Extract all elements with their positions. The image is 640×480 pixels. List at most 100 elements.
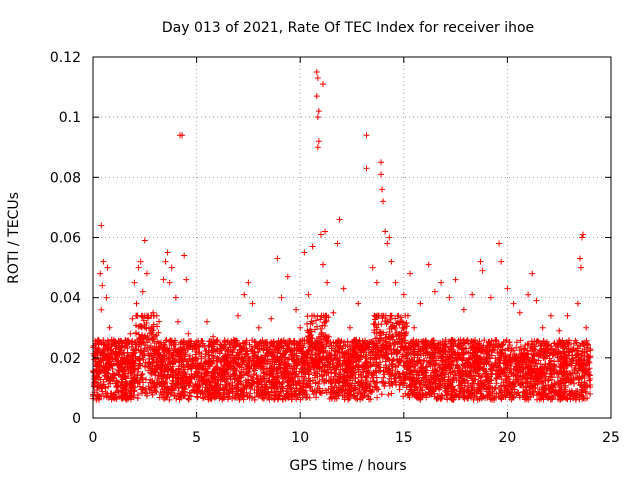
data-point: [587, 390, 594, 397]
data-point: [502, 364, 509, 371]
data-point: [384, 240, 391, 247]
data-point: [538, 349, 545, 356]
data-point: [386, 234, 393, 241]
data-point: [99, 351, 106, 358]
data-point: [194, 360, 201, 367]
data-point: [558, 364, 565, 371]
data-point: [229, 385, 236, 392]
data-point: [509, 393, 516, 400]
data-point: [364, 392, 371, 399]
data-point: [453, 361, 460, 368]
data-point: [567, 378, 574, 385]
data-point: [220, 386, 227, 393]
data-point: [382, 228, 389, 235]
data-point: [380, 368, 387, 375]
data-point: [316, 335, 323, 342]
data-point: [581, 357, 588, 364]
data-point: [163, 349, 170, 356]
data-point: [489, 389, 496, 396]
data-point: [257, 375, 264, 382]
data-point: [363, 358, 370, 365]
data-point: [252, 339, 259, 346]
data-point: [162, 258, 169, 265]
data-point: [335, 378, 342, 385]
data-point: [522, 342, 529, 349]
data-point: [414, 375, 421, 382]
data-point: [201, 360, 208, 367]
data-point: [336, 216, 343, 223]
data-point: [336, 372, 343, 379]
data-point: [344, 338, 351, 345]
data-point: [404, 352, 411, 359]
data-point: [248, 347, 255, 354]
data-point: [306, 394, 313, 401]
data-point: [143, 325, 150, 332]
data-point: [525, 396, 532, 403]
data-point: [318, 356, 325, 363]
data-point: [215, 355, 222, 362]
data-point: [255, 348, 262, 355]
data-point: [206, 351, 213, 358]
data-point: [96, 339, 103, 346]
data-point: [250, 371, 257, 378]
data-point: [151, 367, 158, 374]
data-point: [279, 375, 286, 382]
data-point: [586, 365, 593, 372]
data-point: [249, 374, 256, 381]
data-point: [396, 374, 403, 381]
data-point: [97, 270, 104, 277]
data-point: [564, 357, 571, 364]
data-point: [372, 368, 379, 375]
data-point: [212, 348, 219, 355]
data-point: [322, 362, 329, 369]
data-point: [562, 382, 569, 389]
data-point: [184, 358, 191, 365]
data-point: [330, 309, 337, 316]
data-point: [497, 344, 504, 351]
data-point: [280, 351, 287, 358]
data-point: [166, 279, 173, 286]
data-point: [388, 258, 395, 265]
data-point: [544, 338, 551, 345]
data-point: [380, 337, 387, 344]
data-point: [395, 370, 402, 377]
data-point: [510, 380, 517, 387]
data-point: [524, 347, 531, 354]
data-point: [403, 323, 410, 330]
data-point: [441, 361, 448, 368]
data-point: [160, 356, 167, 363]
data-point: [388, 334, 395, 341]
data-point: [279, 350, 286, 357]
data-point: [539, 379, 546, 386]
data-point: [290, 352, 297, 359]
data-point: [457, 390, 464, 397]
data-point: [407, 381, 414, 388]
data-point: [392, 279, 399, 286]
data-point: [519, 392, 526, 399]
data-point: [355, 300, 362, 307]
data-point: [247, 382, 254, 389]
data-point: [421, 375, 428, 382]
data-point: [557, 386, 564, 393]
data-point: [274, 378, 281, 385]
data-point: [530, 353, 537, 360]
data-point: [163, 387, 170, 394]
data-point: [572, 352, 579, 359]
data-point: [527, 344, 534, 351]
data-point: [541, 385, 548, 392]
data-point: [277, 388, 284, 395]
data-point: [173, 380, 180, 387]
data-point: [527, 393, 534, 400]
data-point: [238, 345, 245, 352]
data-point: [548, 343, 555, 350]
data-point: [98, 385, 105, 392]
data-point: [469, 291, 476, 298]
data-point: [265, 391, 272, 398]
data-point: [529, 388, 536, 395]
data-point: [503, 373, 510, 380]
data-point: [357, 381, 364, 388]
data-point: [469, 380, 476, 387]
data-point: [315, 380, 322, 387]
data-point: [158, 380, 165, 387]
data-point: [301, 340, 308, 347]
